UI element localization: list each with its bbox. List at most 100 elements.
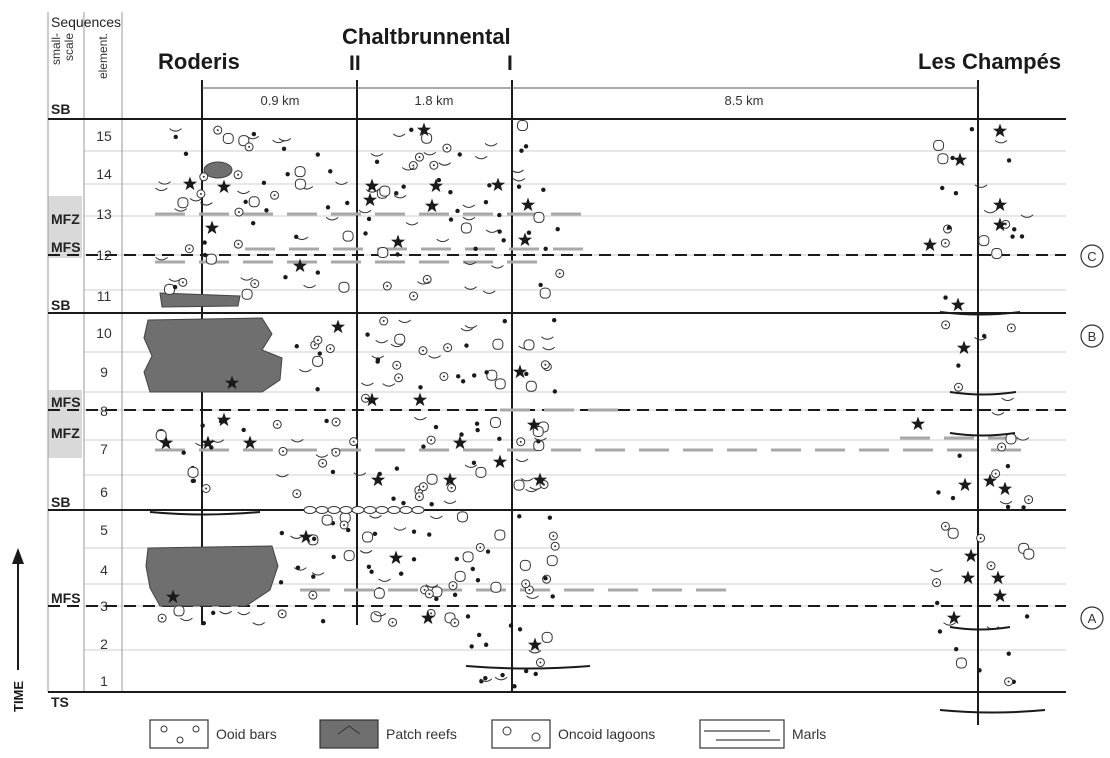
dot-symbol xyxy=(455,208,460,214)
oncoid-symbol xyxy=(394,333,406,345)
marker-a-circle xyxy=(1080,606,1104,630)
dot-symbol xyxy=(935,600,940,606)
ooid-symbol xyxy=(986,561,996,571)
ooid-symbol xyxy=(429,160,439,170)
dot-symbol xyxy=(475,427,480,433)
shell-symbol xyxy=(413,416,427,421)
star-symbol xyxy=(952,152,968,167)
dot-symbol xyxy=(418,385,423,390)
oncoid-symbol xyxy=(1023,548,1035,560)
label-sb-top: SB xyxy=(51,101,70,117)
oncoid-symbol xyxy=(541,631,553,643)
ooid-symbol xyxy=(199,172,209,182)
erosion-surface xyxy=(949,432,1016,437)
shell-symbol xyxy=(276,473,289,478)
dot-symbol xyxy=(943,295,948,300)
legend-ooid-label: Ooid bars xyxy=(216,726,277,742)
dot-symbol xyxy=(969,126,975,132)
dot-symbol xyxy=(517,627,523,632)
ooid-symbol xyxy=(442,143,452,153)
ooid-symbol xyxy=(997,442,1007,452)
oncoid-symbol xyxy=(525,380,537,392)
dot-symbol xyxy=(950,155,955,161)
ooid-symbol xyxy=(954,382,964,392)
elementary-number: 15 xyxy=(96,128,112,144)
ooid-symbol xyxy=(196,189,206,199)
shell-symbol xyxy=(237,190,250,195)
oncoid-symbol xyxy=(460,222,472,234)
star-symbol xyxy=(946,610,962,625)
shell-symbol xyxy=(252,622,266,626)
oncoid-symbol xyxy=(343,550,355,562)
dot-symbol xyxy=(421,444,426,449)
dot-symbol xyxy=(366,564,372,569)
shell-symbol xyxy=(460,327,474,332)
star-symbol xyxy=(963,548,979,563)
dot-symbol xyxy=(1006,158,1012,163)
ooid-symbol xyxy=(318,458,328,468)
erosion-surface xyxy=(939,709,1046,714)
dot-symbol xyxy=(512,684,517,689)
oncoid-symbol xyxy=(238,135,250,147)
mfz-lower-shade xyxy=(48,390,82,458)
star-symbol xyxy=(216,412,232,427)
ooid-symbol xyxy=(450,618,460,628)
shell-symbol xyxy=(393,527,407,531)
ooid-symbol xyxy=(213,125,223,135)
dot-symbol xyxy=(311,574,316,579)
dot-symbol xyxy=(517,514,522,519)
shell-symbol xyxy=(463,261,477,265)
ooid-symbol xyxy=(382,281,392,291)
marker-a: A xyxy=(1088,611,1097,626)
shell-symbol xyxy=(1016,437,1030,441)
dot-symbol xyxy=(363,231,368,236)
oncoid-symbol xyxy=(494,529,506,541)
star-symbol xyxy=(158,435,174,450)
dot-symbol xyxy=(331,554,336,560)
oncoid-symbol xyxy=(187,466,199,478)
dot-symbol xyxy=(324,418,329,424)
dot-symbol xyxy=(261,180,267,186)
shell-symbol xyxy=(369,515,382,519)
ooid-symbol xyxy=(414,492,424,502)
ooid-symbol xyxy=(308,590,318,600)
patch-reef-14 xyxy=(203,161,233,179)
shell-symbol xyxy=(474,155,488,160)
dot-symbol xyxy=(181,450,186,455)
star-symbol xyxy=(216,179,232,194)
oncoid-symbol xyxy=(539,287,551,299)
star-symbol xyxy=(364,178,380,193)
oncoid-symbol xyxy=(955,657,967,669)
shell-symbol xyxy=(315,454,329,458)
oncoid-symbol xyxy=(489,416,501,428)
oncoid-symbol xyxy=(338,281,350,293)
ooid-symbol xyxy=(540,360,550,370)
dot-symbol xyxy=(365,332,370,337)
shell-symbol xyxy=(390,343,404,348)
dot-symbol xyxy=(956,363,961,368)
oncoid-symbol xyxy=(533,211,545,223)
shell-symbol xyxy=(494,676,508,681)
shell-symbol xyxy=(430,515,443,519)
shell-symbol xyxy=(155,256,168,261)
shell-symbol xyxy=(155,187,168,191)
ooid-symbol xyxy=(292,489,302,499)
dot-symbol xyxy=(346,527,351,533)
star-symbol xyxy=(412,392,428,407)
star-symbol xyxy=(182,176,198,191)
ooid-symbol xyxy=(941,320,951,330)
dot-symbol xyxy=(173,134,178,140)
shell-symbol xyxy=(169,128,182,132)
ooid-symbol xyxy=(475,542,485,552)
shell-symbol xyxy=(237,611,251,616)
marker-b-circle xyxy=(1080,324,1104,348)
ooid-symbol xyxy=(521,579,531,589)
erosion-surface xyxy=(949,626,1011,631)
dot-symbol xyxy=(487,183,492,188)
shell-symbol xyxy=(464,464,478,468)
dot-symbol xyxy=(454,556,460,562)
ooid-symbol xyxy=(277,609,287,619)
oncoid-symbol xyxy=(978,235,990,247)
ooid-symbol xyxy=(409,291,419,301)
shell-symbol xyxy=(943,622,956,626)
